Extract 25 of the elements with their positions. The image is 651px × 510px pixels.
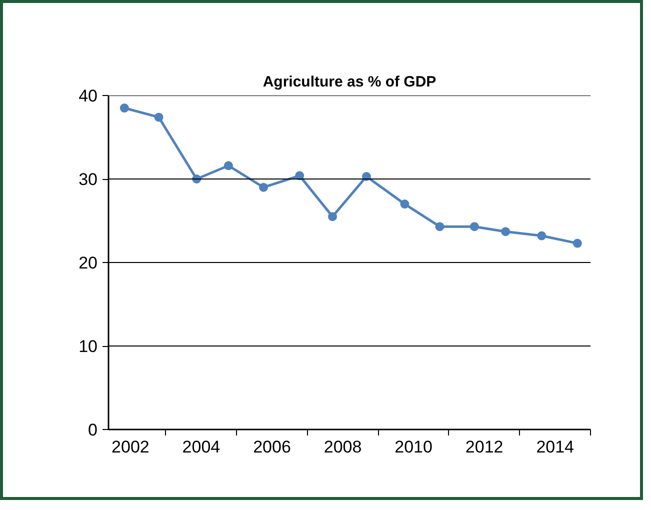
x-tick-label: 2010 bbox=[394, 438, 432, 456]
point bbox=[154, 112, 164, 122]
y-tick-label: 30 bbox=[78, 170, 98, 189]
point bbox=[537, 231, 546, 240]
point bbox=[295, 171, 304, 180]
point bbox=[572, 238, 582, 248]
point bbox=[470, 222, 479, 232]
x-tick-label: 2014 bbox=[536, 438, 574, 456]
y-tick-label: 0 bbox=[88, 420, 98, 440]
chart-title: Agriculture as % of GDP bbox=[262, 74, 436, 90]
y-tick-label: 20 bbox=[78, 254, 98, 272]
y-tick-label: 40 bbox=[78, 86, 98, 106]
point bbox=[224, 161, 233, 170]
point bbox=[120, 104, 129, 113]
point bbox=[400, 200, 410, 209]
x-tick-label: 2004 bbox=[182, 438, 220, 456]
point bbox=[259, 182, 268, 192]
x-tick-label: 2006 bbox=[253, 438, 291, 456]
x-tick-label: 2012 bbox=[465, 438, 504, 456]
x-tick-label: 2008 bbox=[324, 438, 362, 456]
point bbox=[328, 212, 338, 222]
y-tick-label: 10 bbox=[78, 337, 98, 356]
point bbox=[435, 222, 444, 232]
point bbox=[501, 227, 510, 236]
x-tick-label: 2002 bbox=[112, 438, 150, 456]
